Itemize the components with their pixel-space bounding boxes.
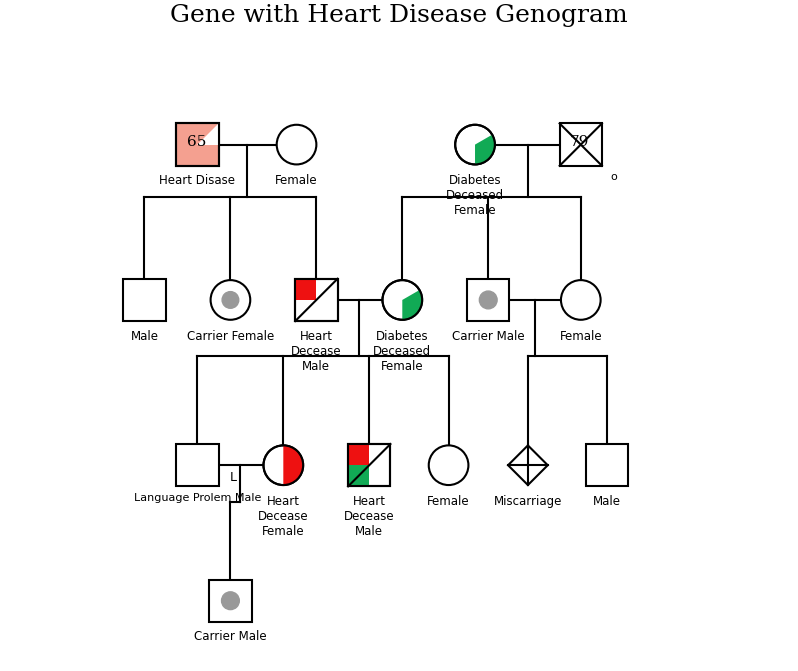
Circle shape bbox=[382, 280, 422, 320]
Title: Gene with Heart Disease Genogram: Gene with Heart Disease Genogram bbox=[170, 4, 628, 27]
Text: Heart
Decease
Male: Heart Decease Male bbox=[291, 329, 342, 372]
Text: Female: Female bbox=[275, 174, 318, 187]
Circle shape bbox=[455, 125, 495, 164]
Text: 79: 79 bbox=[571, 136, 590, 150]
Text: Male: Male bbox=[593, 495, 621, 508]
Bar bbox=[295, 278, 338, 321]
Polygon shape bbox=[197, 123, 219, 145]
Bar bbox=[348, 465, 369, 486]
Bar bbox=[348, 444, 390, 486]
Wedge shape bbox=[283, 446, 303, 485]
Text: o: o bbox=[610, 172, 617, 183]
Wedge shape bbox=[475, 135, 495, 164]
Text: Heart
Decease
Female: Heart Decease Female bbox=[258, 495, 309, 538]
Circle shape bbox=[263, 446, 303, 485]
Bar bbox=[176, 444, 219, 486]
Circle shape bbox=[480, 291, 497, 309]
Bar bbox=[348, 444, 390, 486]
Text: Diabetes
Deceased
Female: Diabetes Deceased Female bbox=[373, 329, 432, 372]
Text: Heart
Decease
Male: Heart Decease Male bbox=[344, 495, 394, 538]
Text: L: L bbox=[230, 470, 237, 484]
Bar bbox=[124, 278, 166, 321]
Text: Female: Female bbox=[427, 495, 470, 508]
Circle shape bbox=[561, 280, 601, 320]
Text: Carrier Male: Carrier Male bbox=[452, 329, 524, 343]
Text: Language Prolem Male: Language Prolem Male bbox=[134, 493, 261, 503]
Text: 65: 65 bbox=[187, 136, 206, 150]
Text: Carrier Female: Carrier Female bbox=[187, 329, 274, 343]
Text: Diabetes
Deceased
Female: Diabetes Deceased Female bbox=[446, 174, 504, 217]
Bar bbox=[209, 580, 251, 622]
Text: Male: Male bbox=[131, 329, 159, 343]
Bar bbox=[467, 278, 509, 321]
Text: Heart Disase: Heart Disase bbox=[160, 174, 235, 187]
Polygon shape bbox=[508, 446, 547, 485]
Bar bbox=[586, 444, 628, 486]
Bar bbox=[295, 278, 338, 321]
Circle shape bbox=[222, 592, 239, 610]
Bar bbox=[348, 444, 369, 465]
Bar bbox=[295, 278, 316, 300]
Text: Female: Female bbox=[559, 329, 602, 343]
Circle shape bbox=[277, 125, 316, 164]
Bar bbox=[176, 123, 219, 166]
Bar bbox=[559, 123, 602, 166]
Bar bbox=[176, 123, 219, 166]
Circle shape bbox=[429, 446, 468, 485]
Text: Miscarriage: Miscarriage bbox=[494, 495, 562, 508]
Text: Carrier Male: Carrier Male bbox=[194, 631, 267, 643]
Wedge shape bbox=[402, 290, 422, 320]
Circle shape bbox=[222, 292, 239, 308]
Circle shape bbox=[211, 280, 251, 320]
